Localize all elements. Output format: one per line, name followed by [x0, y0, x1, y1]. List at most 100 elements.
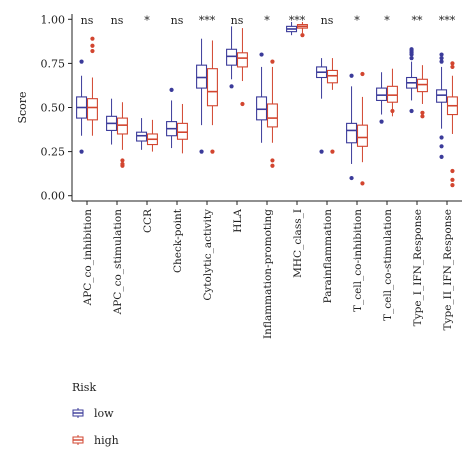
box-body [346, 122, 358, 144]
box-high [236, 28, 248, 107]
outlier-point [199, 149, 204, 154]
outlier-point [120, 158, 125, 163]
outlier-point [120, 161, 125, 167]
box-low [106, 98, 118, 145]
box-low [226, 26, 238, 89]
outlier-point [439, 144, 444, 149]
outlier-point [409, 47, 414, 52]
significance-label: ns [321, 14, 334, 27]
box-body [196, 64, 208, 89]
box-low [316, 58, 328, 154]
box-low [406, 47, 418, 114]
legend: Risk low high [72, 381, 119, 447]
x-tick-label: Check-point [172, 208, 184, 273]
box-body [136, 131, 148, 142]
box-high [356, 71, 368, 186]
outlier-point [439, 59, 444, 64]
x-tick-label: Inflammation-promoting [262, 209, 274, 339]
outlier-point [349, 175, 354, 181]
axis-layer: 0.00 0.25 0.50 0.75 1.00 Score [16, 13, 462, 205]
box-body [326, 69, 338, 84]
significance-label: * [144, 14, 150, 27]
outlier-point [360, 181, 365, 186]
outlier-point [169, 87, 174, 92]
outlier-point [439, 154, 444, 159]
box-body [176, 122, 188, 140]
x-tick-label: Parainflammation [322, 209, 334, 304]
outlier-point [420, 110, 425, 115]
box-high [296, 21, 308, 38]
box-body [206, 68, 218, 107]
box-high [386, 68, 398, 117]
outlier-point [79, 59, 84, 64]
outlier-point [90, 36, 95, 41]
box-high [416, 65, 428, 119]
box-body [116, 117, 128, 135]
legend-item-high: high [72, 434, 119, 447]
legend-item-low: low [72, 407, 114, 420]
significance-label: *** [289, 14, 306, 27]
outlier-point [270, 158, 275, 163]
outlier-point [270, 59, 275, 64]
outlier-point [319, 149, 324, 154]
box-body [226, 48, 238, 66]
significance-label: * [354, 14, 360, 27]
box-low [376, 72, 388, 124]
label-layer: APC_co_inhibition APC_co_stimulation CCR Ch… [81, 14, 456, 339]
outlier-point [349, 73, 354, 78]
outlier-point [259, 52, 264, 57]
box-high [326, 58, 338, 154]
box-high [206, 40, 218, 154]
box-body [376, 87, 388, 101]
box-low [436, 52, 448, 159]
box-low [196, 38, 208, 154]
box-low [76, 59, 88, 154]
box-body [436, 89, 448, 103]
outlier-point [439, 52, 444, 57]
box-high [86, 36, 98, 136]
outlier-point [79, 149, 84, 154]
box-body [416, 78, 428, 93]
outlier-point [450, 177, 455, 182]
box-low [286, 21, 298, 36]
significance-label: ns [81, 14, 94, 27]
x-tick-label: HLA [232, 209, 244, 233]
outlier-point [270, 163, 275, 168]
outlier-point [450, 168, 455, 174]
x-tick-label: MHC_class_I [292, 209, 304, 278]
outlier-point [450, 183, 455, 188]
x-tick-label: T_cell_co-inhibition [352, 209, 364, 312]
outlier-point [420, 114, 425, 119]
box-high [446, 61, 458, 188]
outlier-point [90, 43, 95, 48]
outlier-point [379, 119, 384, 124]
significance-label: * [384, 14, 390, 27]
significance-label: * [264, 14, 270, 27]
significance-label: ns [231, 14, 244, 27]
box-low [346, 73, 358, 181]
y-tick-label: 0.75 [41, 57, 66, 70]
outlier-point [439, 56, 444, 61]
box-layer [76, 21, 458, 188]
box-body [266, 103, 278, 128]
significance-label: ns [171, 14, 184, 27]
y-tick-label: 1.00 [41, 13, 66, 26]
box-body [236, 52, 248, 68]
legend-title: Risk [72, 381, 96, 394]
x-tick-label: APC_co_stimulation [112, 209, 124, 316]
box-low [256, 52, 268, 143]
significance-label: *** [199, 14, 216, 27]
x-tick-label: T_cell_co-stimulation [382, 209, 394, 321]
outlier-point [439, 135, 444, 140]
legend-label: high [94, 434, 119, 447]
significance-label: *** [439, 14, 456, 27]
outlier-point [450, 61, 455, 66]
box-high [176, 103, 188, 154]
box-high [266, 59, 278, 168]
outlier-point [330, 149, 335, 154]
outlier-point [390, 108, 395, 114]
significance-label: ns [111, 14, 124, 27]
y-axis-label: Score [16, 91, 29, 123]
